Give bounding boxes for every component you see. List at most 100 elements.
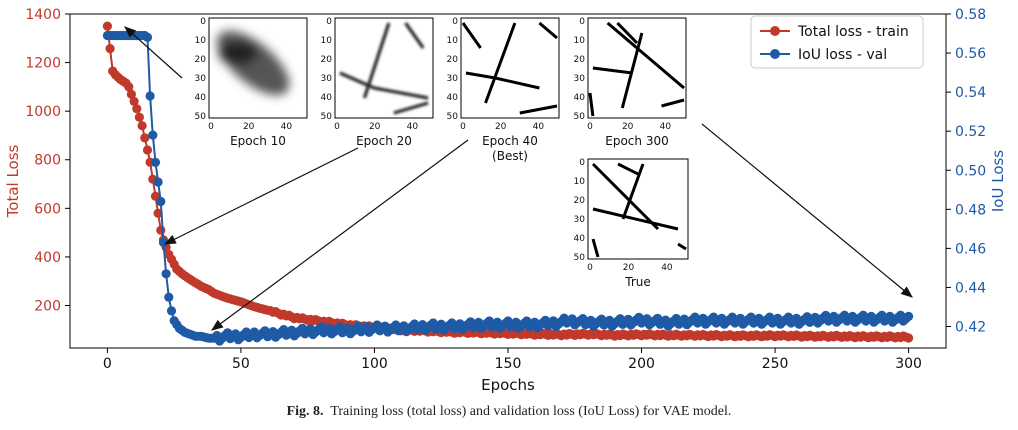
inset-frame <box>587 17 687 119</box>
inset-y-tick: 20 <box>195 55 207 65</box>
inset-y-tick: 20 <box>574 55 586 65</box>
inset-label: Epoch 300 <box>605 134 668 148</box>
inset-y-tick: 20 <box>447 55 459 65</box>
inset-x-tick: 40 <box>281 122 293 132</box>
data-point <box>153 177 163 187</box>
loss-chart: 0 50 100 150 200 250 300Epochs2004006008001000… <box>4 7 1007 394</box>
inset-x-tick: 20 <box>622 122 634 132</box>
inset-y-tick: 50 <box>574 112 586 122</box>
inset-y-tick: 20 <box>574 196 586 206</box>
legend-frame <box>750 15 924 69</box>
right-tick-label: 0.52 <box>955 124 986 140</box>
crack-stroke <box>484 22 517 104</box>
blur-group <box>216 30 290 96</box>
data-point <box>126 89 136 99</box>
crack-stroke <box>677 242 687 251</box>
legend-swatch-marker <box>770 49 780 59</box>
inset-y-tick: 0 <box>579 17 585 27</box>
legend-swatch-marker <box>770 26 780 36</box>
figure-caption: Fig. 8. Training loss (total loss) and v… <box>0 404 1018 420</box>
x-tick-label: 100 <box>361 356 388 372</box>
x-tick-label: 250 <box>762 356 789 372</box>
data-point <box>142 145 153 155</box>
inset-y-tick: 0 <box>579 158 585 168</box>
crack-stroke <box>465 71 496 80</box>
soft-group <box>339 21 429 115</box>
pointer-arrow <box>701 123 913 298</box>
crack-stroke <box>393 101 429 115</box>
data-point <box>148 130 158 140</box>
blur-core <box>218 41 258 65</box>
inset-y-tick: 40 <box>447 93 459 103</box>
inset-y-tick: 0 <box>452 17 458 27</box>
data-point <box>129 96 139 106</box>
data-point <box>156 196 166 207</box>
inset-y-tick: 40 <box>195 93 207 103</box>
crack-stroke <box>519 104 558 115</box>
inset-label: Epoch 10 <box>230 134 286 148</box>
series-iou-loss-val <box>102 30 914 346</box>
crack-stroke <box>591 238 600 258</box>
x-tick-label: 150 <box>495 356 522 372</box>
data-point <box>105 44 115 54</box>
inset-image <box>591 162 687 258</box>
data-point <box>153 208 163 218</box>
x-axis-label: Epochs <box>481 376 535 394</box>
inset-y-tick: 40 <box>574 93 586 103</box>
right-tick-label: 0.42 <box>955 320 986 336</box>
crack-stroke <box>616 21 639 45</box>
data-point <box>142 32 153 43</box>
inset-image <box>339 21 429 115</box>
inset-x-tick: 0 <box>587 263 593 273</box>
right-axis-label: IoU Loss <box>989 150 1007 212</box>
inset-y-tick: 50 <box>574 253 586 263</box>
crack-stroke <box>339 71 375 90</box>
right-tick-label: 0.50 <box>955 163 986 179</box>
left-tick-label: 400 <box>34 250 61 266</box>
inset-sublabel: (Best) <box>492 149 528 163</box>
inset-y-tick: 50 <box>195 112 207 122</box>
data-point <box>904 333 914 343</box>
crack-stroke <box>404 21 425 50</box>
inset-y-tick: 30 <box>321 74 333 84</box>
right-tick-label: 0.54 <box>955 85 986 101</box>
right-tick-label: 0.56 <box>955 46 986 62</box>
caption-label: Fig. 8. <box>286 404 324 419</box>
inset-label: Epoch 20 <box>356 134 412 148</box>
legend-label: Total loss - train <box>797 24 909 40</box>
inset-y-tick: 40 <box>321 93 333 103</box>
inset-label: True <box>624 275 651 289</box>
legend-label: IoU loss - val <box>798 47 887 63</box>
pointer-arrow <box>124 26 183 79</box>
x-tick-label: 50 <box>232 356 250 372</box>
crack-stroke <box>606 21 686 90</box>
caption-text: Training loss (total loss) and validatio… <box>330 404 732 419</box>
inset-image <box>461 21 559 115</box>
crack-stroke <box>617 162 639 176</box>
crack-stroke <box>461 22 482 49</box>
data-point <box>102 21 112 31</box>
data-point <box>132 104 142 114</box>
inset-y-tick: 30 <box>574 215 586 225</box>
data-point <box>161 269 171 279</box>
inset-y-tick: 0 <box>326 17 332 27</box>
inset-y-tick: 10 <box>447 36 459 46</box>
right-tick-label: 0.58 <box>955 7 986 23</box>
left-tick-label: 1400 <box>25 7 61 23</box>
inset-y-tick: 10 <box>574 36 586 46</box>
inset-x-tick: 0 <box>334 122 340 132</box>
inset-y-tick: 50 <box>321 112 333 122</box>
crack-stroke <box>592 66 633 75</box>
inset-y-tick: 10 <box>574 177 586 187</box>
left-tick-label: 1200 <box>25 56 61 72</box>
inset-x-tick: 0 <box>587 122 593 132</box>
inset-y-tick: 0 <box>200 17 206 27</box>
data-point <box>166 306 177 316</box>
pointer-arrow <box>163 147 359 245</box>
x-tick-label: 300 <box>895 356 922 372</box>
left-tick-label: 200 <box>34 298 61 314</box>
